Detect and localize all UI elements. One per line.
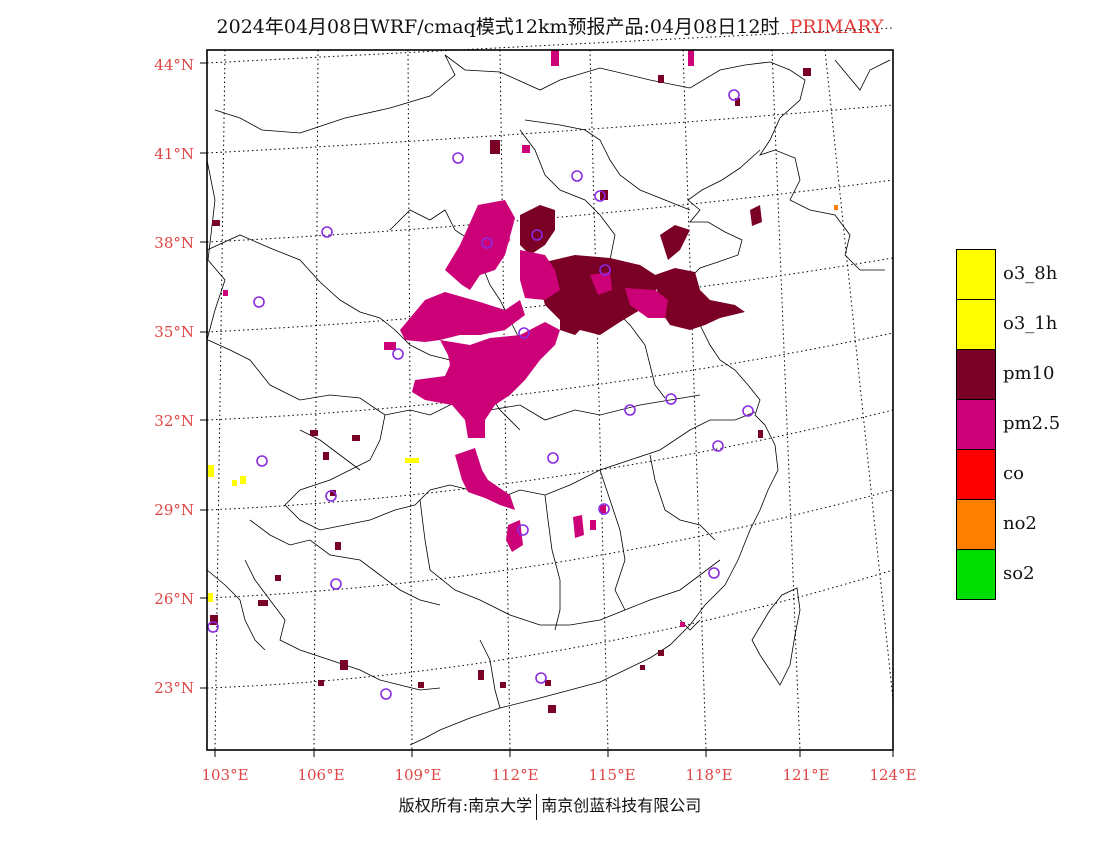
footer-divider — [536, 793, 538, 820]
legend-swatch — [956, 399, 996, 450]
footer-left: 版权所有:南京大学 — [398, 796, 533, 815]
map-title: 2024年04月08日WRF/cmaq模式12km预报产品:04月08日12时 P… — [0, 12, 1100, 39]
title-text: 2024年04月08日WRF/cmaq模式12km预报产品:04月08日12时 — [216, 16, 780, 38]
lat-label-38: 38°N — [154, 234, 194, 252]
footer-right: 南京创蓝科技有限公司 — [541, 796, 702, 815]
legend-swatch — [956, 449, 996, 500]
legend-swatch — [956, 249, 996, 300]
legend-swatch — [956, 499, 996, 550]
o3-region — [208, 458, 419, 602]
legend-swatch — [956, 549, 996, 600]
lon-label-115: 115°E — [588, 766, 636, 784]
pm25-region — [223, 50, 694, 627]
lat-label-23: 23°N — [154, 679, 194, 697]
pm10-region — [210, 68, 811, 713]
lon-label-103: 103°E — [201, 766, 249, 784]
lon-label-121: 121°E — [782, 766, 830, 784]
province-boundaries — [206, 54, 891, 746]
no2-spot — [834, 205, 838, 210]
legend-label: pm2.5 — [1003, 413, 1061, 434]
graticule — [206, 27, 894, 751]
primary-tag: PRIMARY — [789, 16, 884, 38]
copyright-footer: 版权所有:南京大学 南京创蓝科技有限公司 — [0, 792, 1100, 820]
lat-label-29: 29°N — [154, 501, 194, 519]
lat-label-35: 35°N — [154, 323, 194, 341]
legend-label: o3_1h — [1003, 313, 1058, 334]
legend-label: o3_8h — [1003, 263, 1058, 284]
legend-label: no2 — [1003, 513, 1037, 534]
lat-label-32: 32°N — [154, 412, 194, 430]
lat-label-41: 41°N — [154, 145, 194, 163]
station-markers — [207, 89, 754, 700]
lon-label-109: 109°E — [394, 766, 442, 784]
legend-label: so2 — [1003, 563, 1035, 584]
lon-label-124: 124°E — [869, 766, 917, 784]
legend-swatch — [956, 299, 996, 350]
lon-label-106: 106°E — [297, 766, 345, 784]
axis-ticks — [200, 62, 894, 757]
lat-label-44: 44°N — [154, 56, 194, 74]
legend-swatch — [956, 349, 996, 400]
lon-label-112: 112°E — [491, 766, 539, 784]
legend-label: pm10 — [1003, 363, 1055, 384]
lat-label-26: 26°N — [154, 590, 194, 608]
map-frame — [206, 49, 894, 751]
lon-label-118: 118°E — [685, 766, 733, 784]
legend-label: co — [1003, 463, 1024, 484]
